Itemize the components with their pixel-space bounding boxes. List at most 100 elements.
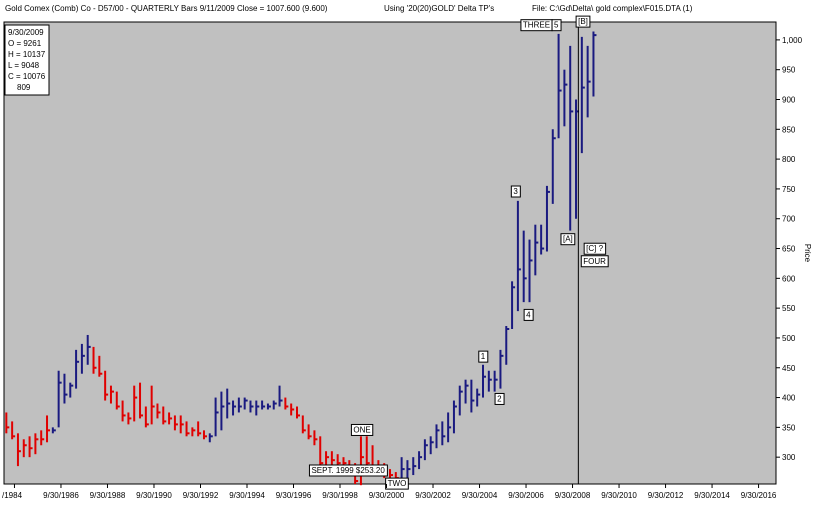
wave-label: [B] xyxy=(575,15,591,28)
ohlc-bar xyxy=(470,379,475,413)
x-tick-label: 9/30/2008 xyxy=(555,491,591,500)
ohlc-bar xyxy=(290,403,295,416)
x-axis: /1984 9/30/1986 9/30/1988 9/30/1990 9/30/199… xyxy=(2,484,777,500)
x-tick-label: 9/30/1994 xyxy=(229,491,265,500)
svg-text:4: 4 xyxy=(526,310,531,319)
ohlc-bar xyxy=(156,403,161,419)
ohlc-bar xyxy=(16,433,21,467)
svg-text:ONE: ONE xyxy=(353,425,370,434)
chart-header-left: Gold Comex (Comb) Co - D57/00 - QUARTERL… xyxy=(5,4,328,13)
ohlc-bar xyxy=(22,439,27,458)
ohlc-bar xyxy=(28,436,33,458)
ohlc-bar xyxy=(458,385,463,416)
x-tick-label: 9/30/1998 xyxy=(322,491,358,500)
ohlc-bar xyxy=(499,349,504,389)
ohlc-bar xyxy=(202,430,207,440)
ohlc-bar xyxy=(319,436,324,467)
plot-area xyxy=(3,21,777,485)
ohlc-bar xyxy=(109,385,114,404)
x-tick-label: 9/30/2002 xyxy=(415,491,451,500)
wave-label: 1 xyxy=(478,350,489,363)
ohlc-bar xyxy=(429,436,434,455)
ohlc-bar xyxy=(86,334,91,365)
ohlc-bar xyxy=(214,397,219,437)
ohlc-bar xyxy=(249,400,254,413)
ohlc-bar xyxy=(476,388,481,407)
ohlc-bar xyxy=(516,200,521,312)
ohlc-bar xyxy=(365,436,370,470)
ohlc-bar xyxy=(389,469,393,479)
ohlc-bar xyxy=(168,412,173,425)
x-tick-label: /1984 xyxy=(2,491,23,500)
ohlc-bar xyxy=(255,400,260,416)
x-tick-label: 9/30/2012 xyxy=(648,491,684,500)
svg-text:5: 5 xyxy=(554,21,559,30)
wave-label: SEPT. 1999 $253.20 xyxy=(308,464,388,477)
svg-text:[B]: [B] xyxy=(578,17,588,26)
ohlc-bar xyxy=(197,421,202,437)
svg-text:TWO: TWO xyxy=(388,479,407,488)
svg-text:SEPT. 1999 $253.20: SEPT. 1999 $253.20 xyxy=(311,466,385,475)
ohlc-bar xyxy=(592,31,597,97)
x-tick-label: 9/30/1986 xyxy=(43,491,79,500)
ohlc-bar xyxy=(313,430,318,446)
x-tick-label: 9/30/2000 xyxy=(369,491,405,500)
ohlc-bar xyxy=(220,391,225,431)
ohlc-bar xyxy=(11,421,16,440)
y-tick-label: 700 xyxy=(782,215,796,224)
wave-label: TWO xyxy=(385,477,409,490)
ohlc-bar xyxy=(243,397,248,410)
wave-label: 5 xyxy=(551,19,562,32)
ohlc-bar xyxy=(232,400,237,416)
x-tick-label: 9/30/2016 xyxy=(741,491,777,500)
info-close: C = 10076 xyxy=(8,72,46,81)
ohlc-bar xyxy=(104,370,109,401)
ohlc-bar xyxy=(540,224,545,255)
y-tick-label: 750 xyxy=(782,185,796,194)
ohlc-bar xyxy=(301,415,306,434)
y-tick-label: 650 xyxy=(782,245,796,254)
ohlc-bar xyxy=(34,433,39,455)
y-tick-label: 850 xyxy=(782,125,796,134)
x-tick-label: 9/30/1990 xyxy=(136,491,172,500)
ohlc-bar xyxy=(400,457,405,479)
svg-text:2: 2 xyxy=(497,394,502,403)
y-tick-label: 900 xyxy=(782,95,796,104)
wave-label: [A] xyxy=(560,233,576,246)
y-tick-label: 300 xyxy=(782,453,796,462)
x-tick-label: 9/30/1992 xyxy=(183,491,219,500)
y-tick-label: 800 xyxy=(782,155,796,164)
ohlc-bar xyxy=(121,400,126,422)
ohlc-bar xyxy=(487,370,492,392)
ohlc-bar xyxy=(307,424,312,440)
wave-label: 2 xyxy=(494,392,505,405)
ohlc-bar xyxy=(545,185,550,252)
ohlc-bar xyxy=(359,436,364,486)
ohlc-bar xyxy=(418,451,423,470)
svg-text:[C] ?: [C] ? xyxy=(586,244,603,253)
ohlc-bar xyxy=(563,69,568,127)
ohlc-bar xyxy=(534,224,539,276)
wave-label: 3 xyxy=(510,185,521,198)
y-tick-label: 350 xyxy=(782,423,796,432)
ohlc-bar xyxy=(191,427,196,437)
ohlc-bar xyxy=(133,385,138,422)
ohlc-bar xyxy=(80,343,85,374)
ohlc-bar xyxy=(557,33,562,139)
x-tick-label: 9/30/2006 xyxy=(508,491,544,500)
ohlc-bar xyxy=(185,421,190,437)
wave-label: [C] ? xyxy=(583,242,607,255)
x-tick-label: 9/30/2010 xyxy=(601,491,637,500)
ohlc-bar xyxy=(226,388,231,419)
ohlc-bar xyxy=(452,400,457,434)
ohlc-bar xyxy=(569,45,574,231)
ohlc-bar xyxy=(522,230,527,303)
ohlc-bar xyxy=(284,397,289,410)
info-extra: 809 xyxy=(17,83,31,92)
ohlc-bar xyxy=(482,364,487,398)
ohlc-bar xyxy=(511,281,516,330)
ohlc-bar xyxy=(139,382,144,419)
ohlc-bar xyxy=(127,412,132,425)
y-tick-label: 1,000 xyxy=(782,36,803,45)
ohlc-bar xyxy=(580,36,585,154)
